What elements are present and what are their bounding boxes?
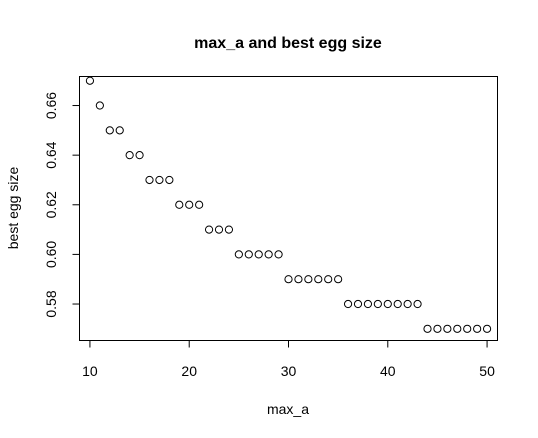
data-point: [363, 299, 373, 309]
y-tick-label: 0.64: [43, 141, 59, 168]
x-tick-label: 10: [82, 363, 98, 379]
data-point: [214, 225, 224, 234]
chart-title: max_a and best egg size: [194, 35, 382, 52]
y-axis-label: best egg size: [5, 167, 21, 250]
data-point: [403, 299, 412, 309]
data-point: [284, 275, 293, 284]
data-point: [482, 324, 492, 333]
data-point: [453, 324, 462, 333]
data-points: [85, 76, 492, 333]
data-point: [443, 324, 452, 333]
data-point: [383, 299, 392, 309]
data-point: [234, 250, 243, 259]
data-point: [473, 324, 482, 333]
y-axis: 0.58 0.60 0.62 0.64 0.66: [43, 92, 80, 318]
y-tick-label: 0.60: [43, 241, 59, 268]
data-point: [314, 275, 323, 284]
x-axis: 10 20 30 40 50: [82, 340, 495, 379]
data-point: [105, 126, 114, 135]
x-tick-label: 40: [380, 363, 396, 379]
data-point: [224, 225, 234, 234]
data-point: [185, 200, 194, 209]
data-point: [135, 151, 144, 160]
plot-frame: [79, 76, 498, 341]
data-point: [373, 299, 382, 309]
data-point: [324, 275, 333, 284]
x-tick-label: 50: [479, 363, 495, 379]
data-point: [274, 250, 283, 259]
data-point: [195, 200, 204, 209]
data-point: [254, 250, 263, 259]
data-point: [423, 324, 432, 333]
data-point: [264, 250, 273, 259]
data-point: [343, 299, 353, 309]
data-point: [334, 275, 343, 284]
y-tick-label: 0.66: [43, 92, 59, 119]
x-tick-label: 20: [181, 363, 197, 379]
data-point: [165, 175, 174, 185]
data-point: [115, 126, 124, 135]
data-point: [95, 101, 104, 110]
data-point: [145, 175, 154, 185]
data-point: [463, 324, 472, 333]
y-tick-label: 0.62: [43, 191, 59, 218]
x-axis-label: max_a: [267, 401, 309, 417]
data-point: [433, 324, 442, 333]
data-point: [85, 76, 95, 85]
data-point: [244, 250, 253, 259]
x-tick-label: 30: [281, 363, 297, 379]
data-point: [155, 175, 164, 185]
data-point: [125, 151, 134, 160]
data-point: [304, 275, 313, 284]
data-point: [175, 200, 184, 209]
data-point: [204, 225, 214, 234]
data-point: [294, 275, 303, 284]
y-tick-label: 0.58: [43, 290, 59, 317]
data-point: [393, 299, 402, 309]
data-point: [353, 299, 363, 309]
data-point: [413, 299, 422, 309]
